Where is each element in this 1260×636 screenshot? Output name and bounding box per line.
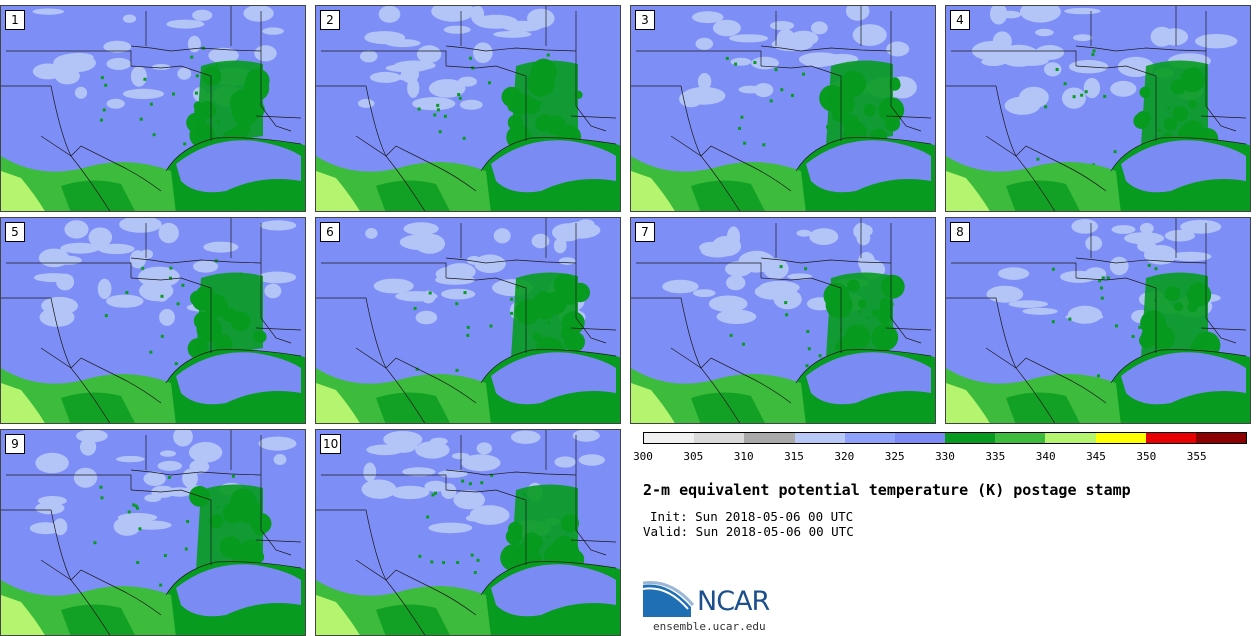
colorbar-tick-label: 340 xyxy=(1035,450,1056,463)
postage-stamp-map: 8 xyxy=(945,217,1251,424)
postage-stamp-map: 5 xyxy=(0,217,306,424)
colorbar-segment xyxy=(694,433,745,443)
colorbar-tick-label: 310 xyxy=(733,450,754,463)
postage-stamp-map: 4 xyxy=(945,5,1251,212)
colorbar-segment xyxy=(945,433,996,443)
colorbar-segment xyxy=(894,433,946,443)
postage-stamp-map: 9 xyxy=(0,429,306,636)
colorbar-tick-label: 320 xyxy=(834,450,855,463)
postage-stamp-map: 1 xyxy=(0,5,306,212)
colorbar-tick-label: 350 xyxy=(1136,450,1157,463)
postage-stamp-map: 10 xyxy=(315,429,621,636)
colorbar-ticks: 300 305 310 315 320 325 330 335 340 345 350 355 xyxy=(633,450,1247,466)
member-label: 5 xyxy=(5,222,25,242)
colorbar-tick-label: 355 xyxy=(1186,450,1207,463)
postage-stamp-map: 7 xyxy=(630,217,936,424)
member-label: 4 xyxy=(950,10,970,30)
member-label: 9 xyxy=(5,434,25,454)
member-label: 7 xyxy=(635,222,655,242)
colorbar-segment xyxy=(1145,433,1196,443)
member-label: 10 xyxy=(320,434,342,454)
postage-stamp-map: 3 xyxy=(630,5,936,212)
valid-time: Valid: Sun 2018-05-06 00 UTC xyxy=(643,524,854,539)
colorbar-segment xyxy=(844,433,895,443)
member-label: 6 xyxy=(320,222,340,242)
figure-title: 2-m equivalent potential temperature (K)… xyxy=(643,481,1131,499)
colorbar-segment xyxy=(744,433,795,443)
colorbar-segment xyxy=(644,433,695,443)
member-label: 8 xyxy=(950,222,970,242)
colorbar-segment xyxy=(1095,433,1146,443)
postage-stamp-map: 6 xyxy=(315,217,621,424)
member-label: 3 xyxy=(635,10,655,30)
ncar-logo-text: NCAR xyxy=(697,586,770,617)
colorbar-tick-label: 335 xyxy=(985,450,1006,463)
colorbar-segment xyxy=(1195,433,1247,443)
colorbar xyxy=(643,432,1247,444)
colorbar-tick-label: 315 xyxy=(784,450,804,463)
colorbar-tick-label: 325 xyxy=(884,450,905,463)
member-label: 1 xyxy=(5,10,25,30)
member-label: 2 xyxy=(320,10,340,30)
colorbar-segment xyxy=(1045,433,1096,443)
init-time: Init: Sun 2018-05-06 00 UTC xyxy=(650,509,854,524)
colorbar-segment xyxy=(995,433,1046,443)
colorbar-tick-label: 330 xyxy=(935,450,955,463)
site-url: ensemble.ucar.edu xyxy=(653,620,766,633)
colorbar-tick-label: 300 xyxy=(633,450,653,463)
colorbar-segment xyxy=(794,433,845,443)
colorbar-tick-label: 305 xyxy=(683,450,704,463)
ncar-logo-icon xyxy=(643,580,695,617)
colorbar-tick-label: 345 xyxy=(1086,450,1106,463)
postage-stamp-map: 2 xyxy=(315,5,621,212)
